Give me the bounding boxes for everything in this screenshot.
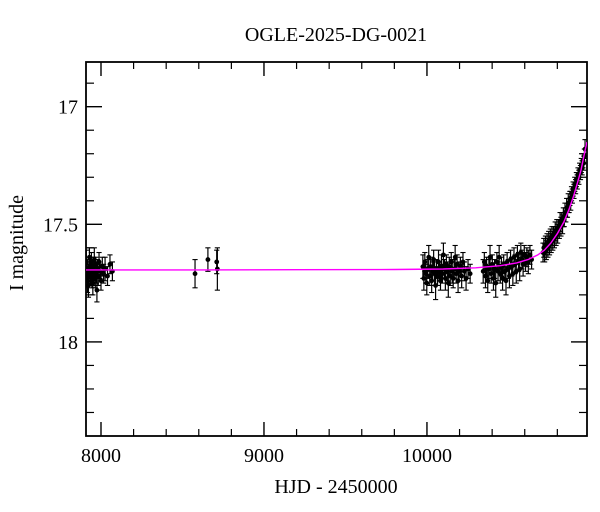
data-point (493, 268, 499, 298)
data-points (86, 139, 587, 303)
y-tick-label: 17.5 (43, 214, 78, 236)
x-tick-label: 10000 (402, 445, 452, 467)
axis-ticks (86, 62, 587, 436)
y-axis-label: I magnitude (6, 195, 28, 291)
data-point (192, 259, 198, 289)
data-point (467, 263, 473, 284)
plot-border (85, 61, 588, 437)
data-point (440, 242, 447, 268)
data-point (424, 270, 430, 296)
data-point (499, 266, 506, 291)
data-point (487, 244, 493, 270)
data-point (205, 247, 211, 272)
data-point (489, 254, 495, 275)
data-point (214, 247, 220, 291)
x-axis-label: HJD - 2450000 (274, 476, 397, 498)
y-tick-label: 17 (58, 97, 78, 119)
x-tick-label: 8000 (81, 445, 121, 467)
data-point (439, 263, 446, 284)
model-curve (86, 141, 587, 271)
chart-title: OGLE-2025-DG-0021 (245, 24, 427, 46)
data-point (422, 251, 428, 272)
tick-labels: 8000 9000 10000 17 17.5 18 (43, 97, 452, 467)
x-tick-label: 9000 (244, 445, 284, 467)
y-tick-label: 18 (58, 332, 78, 354)
data-point (102, 256, 108, 282)
data-point (481, 251, 487, 272)
data-point (98, 270, 104, 291)
